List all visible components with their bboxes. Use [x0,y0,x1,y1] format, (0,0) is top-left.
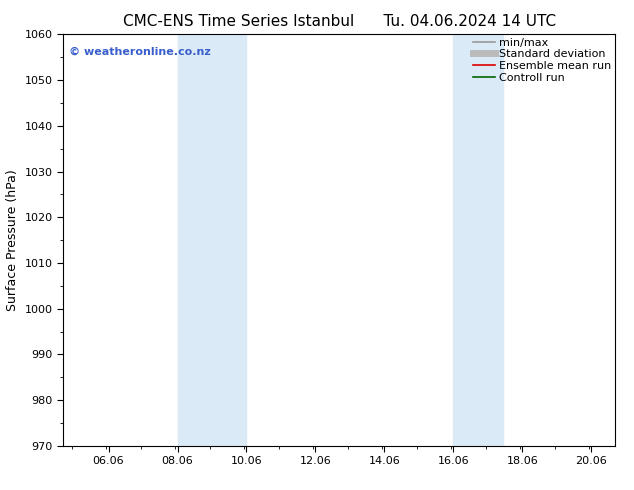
Bar [453,34,503,446]
Legend: min/max, Standard deviation, Ensemble mean run, Controll run: min/max, Standard deviation, Ensemble me… [473,38,612,83]
Title: CMC-ENS Time Series Istanbul      Tu. 04.06.2024 14 UTC: CMC-ENS Time Series Istanbul Tu. 04.06.2… [122,14,556,29]
Y-axis label: Surface Pressure (hPa): Surface Pressure (hPa) [6,169,19,311]
Text: © weatheronline.co.nz: © weatheronline.co.nz [69,47,210,57]
Bar [178,34,247,446]
